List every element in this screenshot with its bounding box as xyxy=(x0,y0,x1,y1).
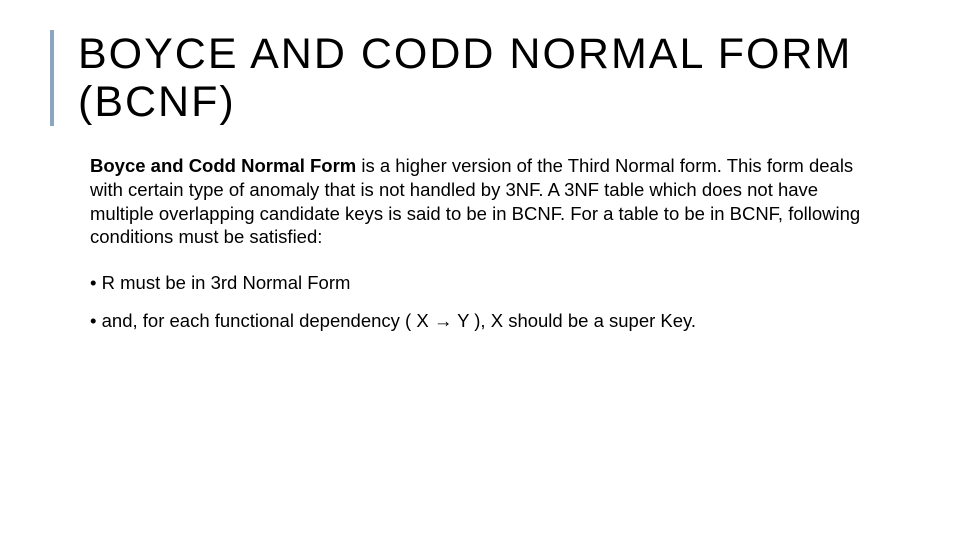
intro-paragraph: Boyce and Codd Normal Form is a higher v… xyxy=(90,154,880,249)
bullet-text: R must be in 3rd Normal Form xyxy=(102,272,351,293)
bullet-text: and, for each functional dependency ( X … xyxy=(102,310,696,331)
title-block: BOYCE AND CODD NORMAL FORM (BCNF) xyxy=(50,30,900,126)
paragraph-lead: Boyce and Codd Normal Form xyxy=(90,155,356,176)
bullet-item: • and, for each functional dependency ( … xyxy=(90,309,880,333)
bullet-marker: • xyxy=(90,271,96,295)
bullet-marker: • xyxy=(90,309,96,333)
accent-bar xyxy=(50,30,54,126)
slide-title: BOYCE AND CODD NORMAL FORM (BCNF) xyxy=(78,30,900,126)
slide-body: Boyce and Codd Normal Form is a higher v… xyxy=(50,154,900,333)
bullet-item: • R must be in 3rd Normal Form xyxy=(90,271,880,295)
slide-container: BOYCE AND CODD NORMAL FORM (BCNF) Boyce … xyxy=(0,0,960,377)
